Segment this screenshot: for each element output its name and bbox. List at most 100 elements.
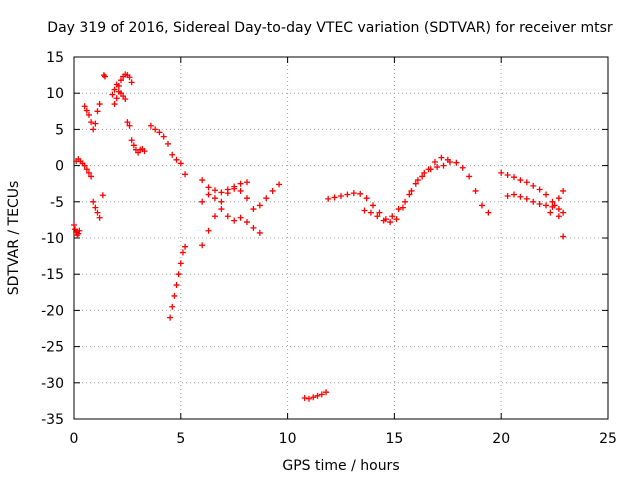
y-tick-label: -25 [41,340,64,356]
data-point [96,214,103,221]
data-point [269,187,276,194]
data-point [182,171,189,178]
data-point [399,204,406,211]
data-point [256,202,263,209]
data-point [523,195,530,202]
y-tick-label: 0 [55,159,64,175]
data-point [543,191,550,198]
data-point [224,213,231,220]
data-point [414,177,421,184]
data-point [101,73,108,80]
data-point [367,209,374,216]
y-tick-label: -15 [41,267,64,283]
series-seg-t [547,187,567,216]
data-point [244,179,251,186]
data-point [75,230,82,237]
data-point [94,108,101,115]
data-point [380,217,387,224]
x-tick-label: 25 [599,431,617,447]
y-tick-label: 10 [46,86,64,102]
data-point [205,191,212,198]
data-point [555,195,562,202]
data-point [376,209,383,216]
data-point [199,198,206,205]
data-point [81,162,88,169]
data-point [440,162,447,169]
data-point [88,173,95,180]
data-point [126,122,133,129]
data-point [250,206,257,213]
data-point [211,187,218,194]
series-seg-i [147,122,189,178]
data-point [115,82,122,89]
series-seg-o [325,190,409,223]
x-tick-label: 5 [176,431,185,447]
data-point [85,169,92,176]
y-tick-label: 15 [46,50,64,66]
data-point [205,184,212,191]
data-point [276,181,283,188]
data-point [453,159,460,166]
data-point [412,180,419,187]
data-point [547,209,554,216]
y-tick-label: 5 [55,122,64,138]
data-point [126,74,133,81]
data-point [88,119,95,126]
data-point [169,303,176,310]
x-tick-label: 20 [492,431,510,447]
data-point [211,195,218,202]
data-point [350,190,357,197]
chart-title: Day 319 of 2016, Sidereal Day-to-day VTE… [47,20,613,36]
y-tick-label: -30 [41,376,64,392]
data-point [459,164,466,171]
series-seg-d [90,198,103,221]
data-point [419,173,426,180]
data-point [72,226,79,233]
data-point [504,172,511,179]
data-point [244,219,251,226]
data-point [498,169,505,176]
data-point [117,77,124,84]
data-point [530,182,537,189]
data-point [536,186,543,193]
data-point [85,111,92,118]
series-seg-n [301,389,330,402]
data-point [305,395,312,402]
data-point [182,243,189,250]
grid-lines [74,57,608,419]
data-point [81,103,88,110]
data-point [160,133,167,140]
data-point [76,227,83,234]
data-point [99,192,106,199]
data-point [130,142,137,149]
data-point [427,166,434,173]
data-point [466,173,473,180]
data-point [511,191,518,198]
y-tick-label: -5 [50,195,64,211]
data-point [96,101,103,108]
data-point [218,206,225,213]
data-point [393,216,400,223]
series-seg-f [109,71,135,98]
data-point [363,195,370,202]
data-point [92,120,99,127]
series-seg-a [71,221,83,239]
series-seg-l [199,177,263,236]
data-point [389,213,396,220]
data-point [530,198,537,205]
data-point [549,198,556,205]
axis-ticks [73,56,609,420]
y-tick-label: -20 [41,303,64,319]
data-point [560,233,567,240]
series-seg-j [167,243,189,321]
data-point [122,95,129,102]
data-point [344,191,351,198]
data-point [310,394,317,401]
data-point [555,213,562,220]
data-point [434,164,441,171]
data-point [256,229,263,236]
data-point [250,224,257,231]
x-axis-label: GPS time / hours [282,458,399,474]
data-point [94,209,101,216]
